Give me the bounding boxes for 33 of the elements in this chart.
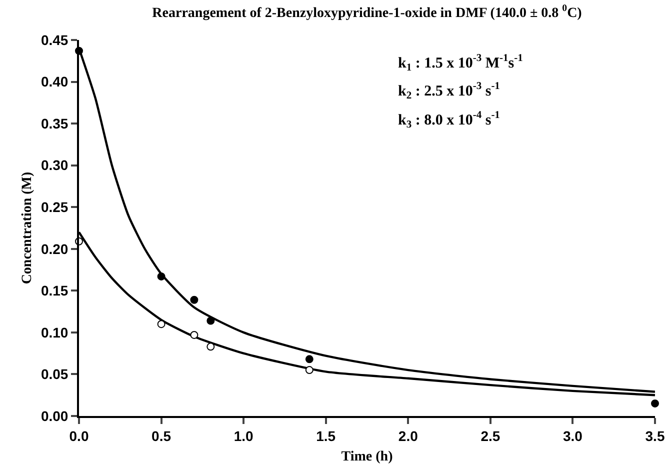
x-tick-label: 0.5 bbox=[152, 428, 172, 444]
x-tick-label: 2.5 bbox=[480, 428, 500, 444]
point bbox=[305, 355, 314, 364]
x-tick-label: 1.5 bbox=[316, 428, 336, 444]
y-tick-label: 0.20 bbox=[40, 240, 68, 257]
chart-title: Rearrangement of 2-Benzyloxypyridine-1-oxide in DMF (140.0 ± 0.8 $^{0}$C) bbox=[152, 3, 582, 21]
point bbox=[305, 366, 314, 374]
y-tick-label: 0.45 bbox=[40, 32, 68, 48]
x-tick-label: 1.0 bbox=[234, 428, 254, 444]
point bbox=[190, 296, 198, 304]
point bbox=[206, 342, 215, 351]
point bbox=[651, 399, 659, 408]
x-tick-label: 2.0 bbox=[398, 428, 418, 444]
x-tick-label: 0.0 bbox=[69, 428, 89, 444]
y-tick-label: 0.25 bbox=[40, 199, 68, 216]
y-tick-label: 0.40 bbox=[40, 74, 68, 90]
y-tick-label: 0.00 bbox=[40, 408, 68, 424]
y-tick-label: 0.30 bbox=[40, 157, 68, 174]
annotation: k$_{3}$ : 8.0 x 10$^{-4}$ s$^{-1}$ bbox=[398, 110, 500, 130]
point bbox=[157, 272, 166, 280]
y-tick-label: 0.05 bbox=[40, 366, 68, 382]
y-axis-title: Concentration (M) bbox=[20, 171, 36, 284]
y-tick-label: 0.35 bbox=[40, 115, 68, 132]
annotation: k$_{1}$ : 1.5 x 10$^{-3}$ M$^{-1}$s$^{-1}$ bbox=[398, 53, 523, 74]
y-tick-label: 0.10 bbox=[40, 324, 68, 340]
x-axis-title: Time (h) bbox=[341, 450, 394, 465]
point bbox=[206, 316, 215, 325]
point bbox=[157, 320, 166, 328]
annotation: k$_{2}$ : 2.5 x 10$^{-3}$ s$^{-1}$ bbox=[398, 81, 500, 102]
x-tick-label: 3.0 bbox=[562, 428, 583, 444]
point bbox=[190, 330, 198, 339]
y-tick-label: 0.15 bbox=[40, 282, 68, 299]
x-tick-label: 3.5 bbox=[645, 428, 665, 444]
